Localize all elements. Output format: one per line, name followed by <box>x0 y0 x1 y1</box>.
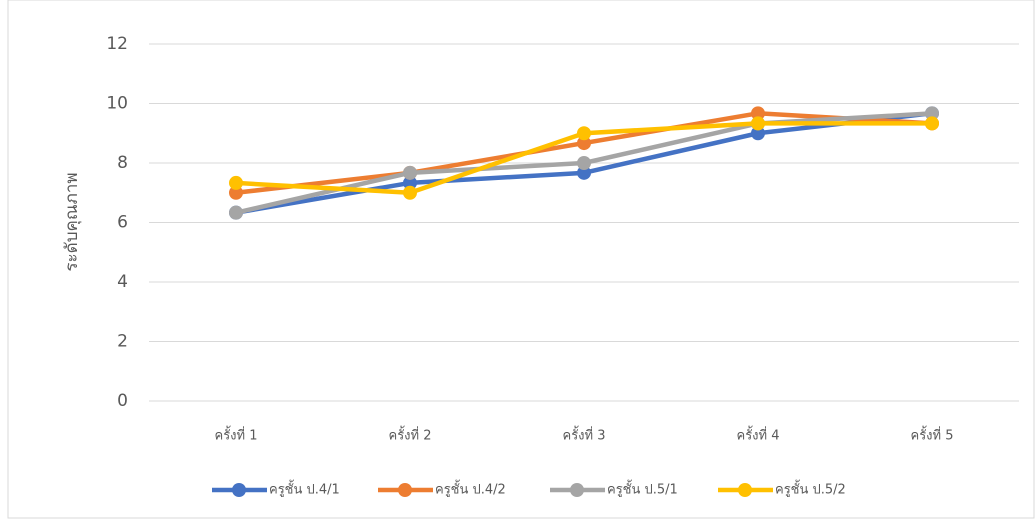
y-tick-label: 0 <box>117 391 128 411</box>
point <box>925 106 939 121</box>
legend-label: ครูชั้น ป.5/1 <box>607 480 678 498</box>
legend-marker <box>398 483 412 497</box>
point <box>229 205 243 220</box>
point <box>751 126 765 141</box>
point <box>751 106 765 121</box>
y-tick-label: 6 <box>117 213 128 233</box>
point <box>403 165 417 180</box>
point <box>229 175 243 190</box>
x-tick-label: ครั้งที่ 1 <box>215 426 258 444</box>
x-tick-label: ครั้งที่ 5 <box>911 426 954 444</box>
point <box>577 136 591 151</box>
point <box>925 116 939 131</box>
legend-marker <box>570 483 584 497</box>
legend-marker <box>232 483 246 497</box>
point <box>229 185 243 200</box>
x-tick-label: ครั้งที่ 4 <box>737 426 780 444</box>
point <box>577 156 591 170</box>
point <box>403 185 417 200</box>
point <box>577 165 591 180</box>
y-tick-label: 10 <box>106 94 128 114</box>
legend-marker <box>738 483 752 497</box>
point <box>403 175 417 190</box>
point <box>751 116 765 131</box>
x-tick-label: ครั้งที่ 2 <box>389 426 432 444</box>
y-tick-label: 8 <box>117 153 128 173</box>
x-tick-label: ครั้งที่ 3 <box>563 426 606 444</box>
y-tick-label: 4 <box>117 272 128 292</box>
legend-label: ครูชั้น ป.4/2 <box>435 480 506 498</box>
point <box>577 126 591 141</box>
chart-border <box>7 0 1035 519</box>
legend-label: ครูชั้น ป.5/2 <box>775 480 846 498</box>
y-tick-label: 12 <box>106 34 128 54</box>
legend-label: ครูชั้น ป.4/1 <box>269 480 340 498</box>
y-tick-label: 2 <box>117 332 128 352</box>
y-axis-title: ระดับคุณภาพ <box>62 172 82 271</box>
